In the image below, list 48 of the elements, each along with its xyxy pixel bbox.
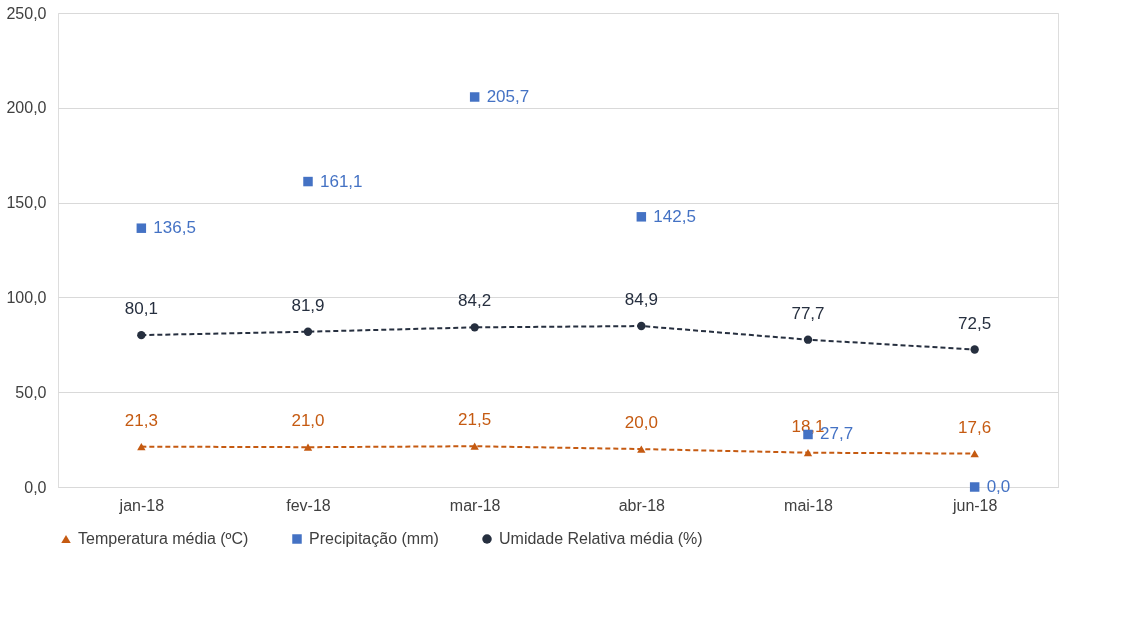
x-tick-label: jan-18 xyxy=(118,496,165,514)
x-tick-label: abr-18 xyxy=(618,496,666,514)
legend-label: Temperatura média (ºC) xyxy=(78,530,249,547)
data-label: 72,5 xyxy=(958,313,992,333)
x-tick-label: mai-18 xyxy=(784,496,834,514)
y-tick-label: 0,0 xyxy=(24,478,47,496)
data-label: 0,0 xyxy=(986,477,1011,496)
data-label: 77,7 xyxy=(791,303,825,323)
x-tick-label: jun-18 xyxy=(951,496,998,514)
point xyxy=(470,442,479,450)
legend-label: Umidade Relativa média (%) xyxy=(499,530,703,547)
data-label: 21,3 xyxy=(124,410,158,430)
point xyxy=(469,92,480,102)
point xyxy=(636,212,647,222)
point xyxy=(136,223,147,233)
data-label: 136,5 xyxy=(153,218,196,238)
data-label: 142,5 xyxy=(653,206,696,226)
x-tick-label: fev-18 xyxy=(286,496,331,514)
point xyxy=(803,335,813,344)
data-label: 84,9 xyxy=(624,290,658,310)
point xyxy=(303,176,313,187)
data-label: 17,6 xyxy=(958,417,992,437)
data-label: 81,9 xyxy=(291,295,325,315)
data-label: 20,0 xyxy=(624,413,658,433)
point xyxy=(637,445,646,453)
point xyxy=(969,482,980,492)
y-tick-label: 200,0 xyxy=(6,99,47,117)
point xyxy=(970,450,979,458)
point xyxy=(137,442,146,451)
y-tick-label: 100,0 xyxy=(6,288,47,306)
data-label: 84,2 xyxy=(458,291,492,311)
point xyxy=(803,449,813,457)
point xyxy=(137,330,146,340)
point xyxy=(637,321,646,331)
y-tick-label: 250,0 xyxy=(6,4,47,22)
data-label: 205,7 xyxy=(486,86,530,106)
point xyxy=(970,345,979,354)
point xyxy=(470,323,479,332)
point xyxy=(303,327,313,336)
data-label: 21,5 xyxy=(458,410,492,430)
point xyxy=(303,443,313,451)
data-label: 161,1 xyxy=(320,171,363,191)
y-tick-label: 150,0 xyxy=(6,194,47,212)
legend-label: Precipitação (mm) xyxy=(309,530,439,547)
x-tick-label: mar-18 xyxy=(449,496,501,514)
data-label: 21,0 xyxy=(291,411,325,431)
data-label: 80,1 xyxy=(124,299,158,319)
y-tick-label: 50,0 xyxy=(15,383,47,401)
